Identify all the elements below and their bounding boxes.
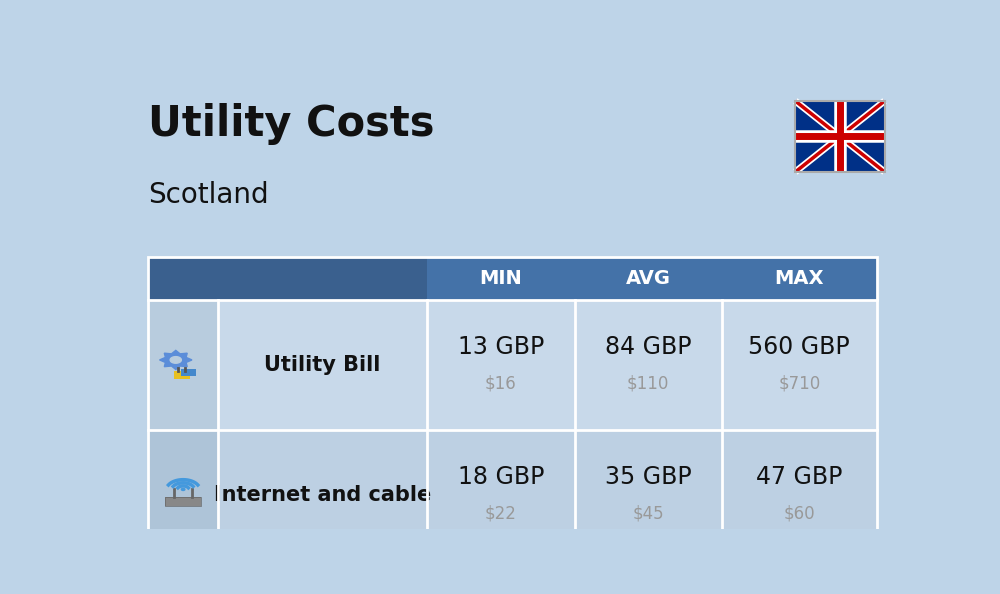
- Circle shape: [181, 488, 185, 491]
- Bar: [181, 369, 196, 377]
- Text: MAX: MAX: [774, 268, 824, 287]
- Bar: [148, 257, 427, 300]
- Text: 13 GBP: 13 GBP: [458, 335, 544, 359]
- Bar: [148, 257, 877, 300]
- Bar: [174, 371, 190, 378]
- Bar: [165, 497, 201, 506]
- Bar: [148, 561, 218, 594]
- Text: Scotland: Scotland: [148, 181, 269, 209]
- Text: 84 GBP: 84 GBP: [605, 335, 691, 359]
- Bar: [148, 430, 877, 561]
- Text: $45: $45: [632, 505, 664, 523]
- Bar: [148, 430, 218, 561]
- Text: 35 GBP: 35 GBP: [605, 465, 691, 489]
- Text: $16: $16: [485, 374, 517, 393]
- Polygon shape: [170, 356, 181, 364]
- Text: $60: $60: [783, 505, 815, 523]
- Bar: [795, 101, 885, 172]
- Text: 18 GBP: 18 GBP: [458, 465, 544, 489]
- Bar: [148, 561, 877, 594]
- Text: Utility Bill: Utility Bill: [264, 355, 381, 375]
- Text: $110: $110: [627, 374, 669, 393]
- Text: $22: $22: [485, 505, 517, 523]
- Text: $710: $710: [778, 374, 820, 393]
- Text: MIN: MIN: [480, 268, 522, 287]
- Bar: [148, 300, 218, 430]
- Bar: [795, 101, 885, 172]
- Text: Internet and cable: Internet and cable: [214, 485, 431, 505]
- Text: AVG: AVG: [626, 268, 671, 287]
- Bar: [148, 300, 877, 430]
- Text: 560 GBP: 560 GBP: [748, 335, 850, 359]
- Text: Utility Costs: Utility Costs: [148, 103, 435, 146]
- Polygon shape: [160, 350, 192, 369]
- Bar: [165, 497, 201, 506]
- Text: 47 GBP: 47 GBP: [756, 465, 842, 489]
